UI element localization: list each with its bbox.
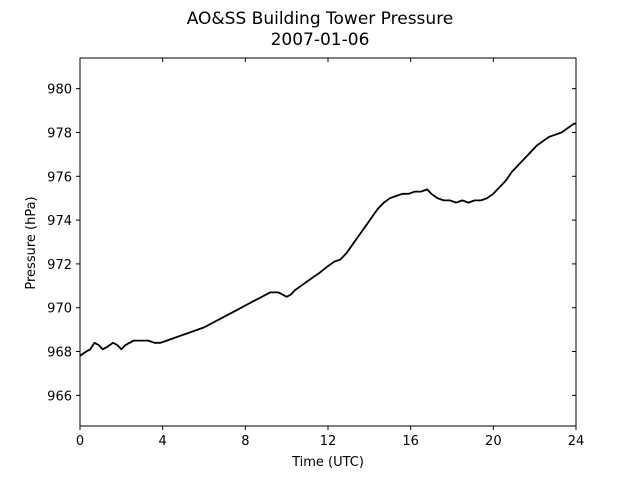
chart-subtitle: 2007-01-06 [271, 30, 370, 50]
y-tick-label: 972 [47, 258, 72, 273]
y-tick-label: 980 [47, 83, 72, 98]
x-tick-label: 12 [320, 434, 337, 449]
y-axis-label: Pressure (hPa) [24, 196, 39, 289]
x-tick-label: 20 [485, 434, 502, 449]
x-tick-label: 16 [402, 434, 419, 449]
y-tick-label: 978 [47, 126, 72, 141]
y-tick-label: 976 [47, 170, 72, 185]
x-tick-label: 4 [159, 434, 167, 449]
x-axis-label: Time (UTC) [291, 455, 364, 470]
y-tick-label: 966 [47, 389, 72, 404]
pressure-series-line [79, 122, 576, 357]
x-tick-label: 8 [241, 434, 249, 449]
axis-ticks: 0 4 8 12 16 20 24 966 968 970 972 974 976 978 980 [47, 58, 584, 449]
y-tick-label: 970 [47, 302, 72, 317]
plot-area [79, 57, 577, 427]
x-tick-label: 0 [76, 434, 84, 449]
y-tick-label: 968 [47, 346, 72, 361]
chart-title: AO&SS Building Tower Pressure [187, 9, 454, 29]
y-tick-label: 974 [47, 214, 72, 229]
plot-frame [79, 57, 577, 427]
x-tick-label: 24 [568, 434, 585, 449]
